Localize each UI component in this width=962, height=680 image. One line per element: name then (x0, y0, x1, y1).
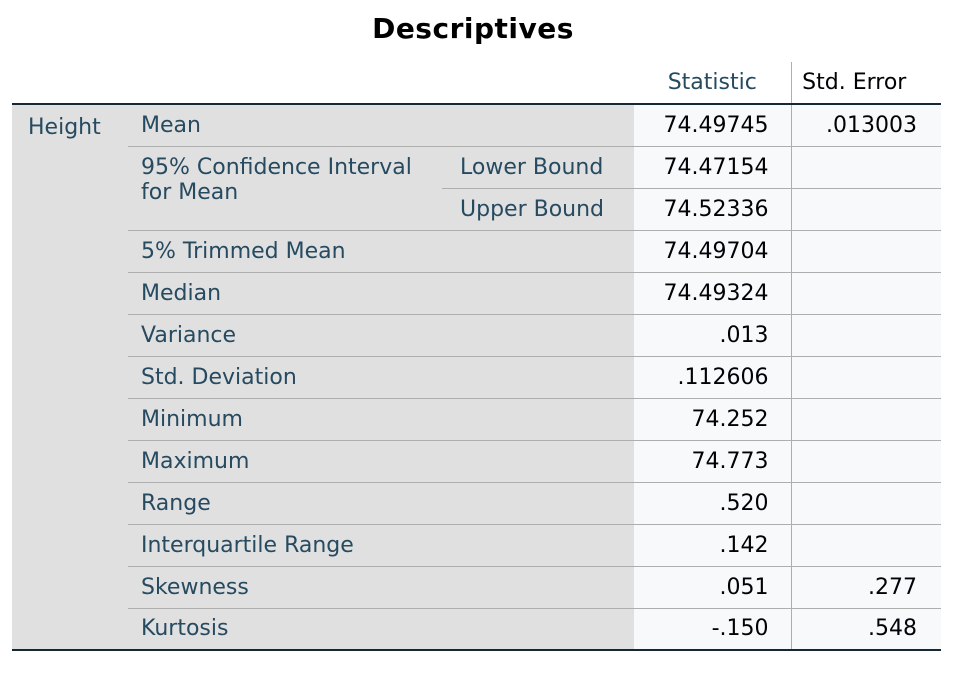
table-row-trimmed-mean: 5% Trimmed Mean 74.49704 (12, 230, 941, 273)
table-row-variance: Variance .013 (12, 314, 941, 357)
se-mean: .013003 (790, 104, 941, 147)
row-label-maximum: Maximum (128, 440, 634, 483)
row-label-kurtosis: Kurtosis (128, 608, 634, 651)
stat-maximum: 74.773 (634, 440, 791, 483)
row-label-variance: Variance (128, 314, 634, 357)
table-row-median: Median 74.49324 (12, 272, 941, 315)
row-label-trimmed-mean: 5% Trimmed Mean (128, 230, 634, 273)
table-row-iqr: Interquartile Range .142 (12, 524, 941, 567)
table-row-skewness: Skewness .051 .277 (12, 566, 941, 609)
se-minimum (790, 398, 941, 441)
stat-lower-bound: 74.47154 (634, 146, 791, 189)
se-std-deviation (790, 356, 941, 399)
row-label-mean: Mean (128, 104, 634, 147)
se-iqr (790, 524, 941, 567)
stat-skewness: .051 (634, 566, 791, 609)
table-row-range: Range .520 (12, 482, 941, 525)
stat-range: .520 (634, 482, 791, 525)
table-title: Descriptives (372, 12, 574, 45)
table-row-minimum: Minimum 74.252 (12, 398, 941, 441)
row-label-upper-bound: Upper Bound (442, 188, 634, 231)
se-skewness: .277 (790, 566, 941, 609)
se-maximum (790, 440, 941, 483)
header-row: Statistic Std. Error (12, 62, 941, 105)
table-row-mean: Height Mean 74.49745 .013003 (12, 104, 941, 650)
stat-std-deviation: .112606 (634, 356, 791, 399)
row-label-skewness: Skewness (128, 566, 634, 609)
stat-minimum: 74.252 (634, 398, 791, 441)
se-upper-bound (790, 188, 941, 231)
row-label-median: Median (128, 272, 634, 315)
se-lower-bound (790, 146, 941, 189)
row-label-ci: 95% Confidence Interval for Mean (128, 146, 442, 231)
stat-variance: .013 (634, 314, 791, 357)
row-label-range: Range (128, 482, 634, 525)
variable-label: Height (12, 104, 128, 650)
row-label-minimum: Minimum (128, 398, 634, 441)
table-row-std-deviation: Std. Deviation .112606 (12, 356, 941, 399)
row-label-iqr: Interquartile Range (128, 524, 634, 567)
row-label-lower-bound: Lower Bound (442, 146, 634, 189)
stat-median: 74.49324 (634, 272, 791, 315)
stat-kurtosis: -.150 (634, 608, 791, 651)
se-range (790, 482, 941, 525)
stat-mean: 74.49745 (634, 104, 791, 147)
descriptives-table: Statistic Std. Error Height Mean 74.4974… (12, 62, 941, 651)
table-row-ci-upper: Upper Bound 74.52336 (12, 188, 941, 231)
se-kurtosis: .548 (790, 608, 941, 651)
se-median (790, 272, 941, 315)
se-variance (790, 314, 941, 357)
header-corner (12, 62, 634, 105)
header-statistic: Statistic (634, 62, 791, 105)
header-std-error: Std. Error (790, 62, 941, 105)
se-trimmed-mean (790, 230, 941, 273)
table-row-maximum: Maximum 74.773 (12, 440, 941, 483)
row-label-std-deviation: Std. Deviation (128, 356, 634, 399)
stat-iqr: .142 (634, 524, 791, 567)
table-row-kurtosis: Kurtosis -.150 .548 (12, 608, 941, 651)
table-row-ci-lower: 95% Confidence Interval for Mean Lower B… (12, 146, 941, 231)
stat-trimmed-mean: 74.49704 (634, 230, 791, 273)
stat-upper-bound: 74.52336 (634, 188, 791, 231)
